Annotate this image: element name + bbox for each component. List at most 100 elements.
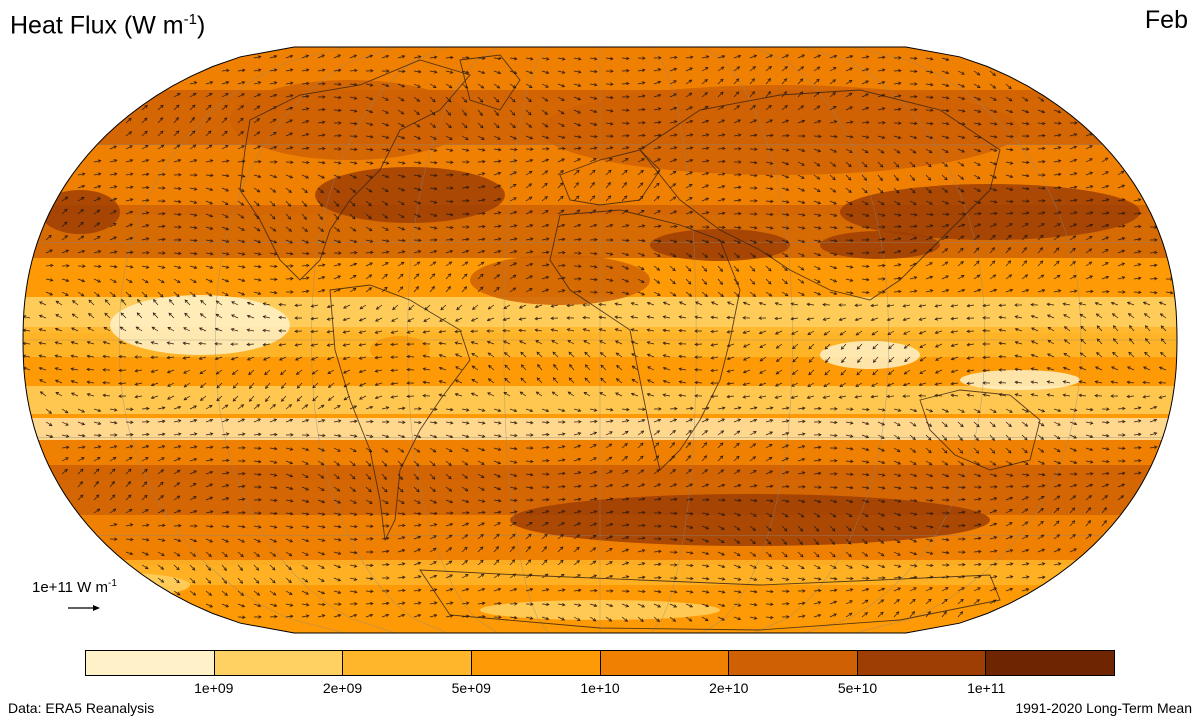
flux-arrowhead — [742, 395, 747, 399]
flux-arrow — [125, 457, 133, 462]
flux-arrowhead — [1026, 199, 1030, 203]
flux-arrowhead — [945, 149, 949, 153]
flux-arrow — [973, 524, 981, 527]
flux-arrowhead — [241, 93, 245, 97]
flux-arrow — [637, 265, 645, 270]
flux-arrow — [653, 225, 661, 228]
flux-arrow — [537, 364, 543, 371]
flux-arrowhead — [640, 279, 645, 283]
flux-arrow — [461, 238, 469, 241]
flux-arrow — [573, 432, 581, 436]
flux-arrowhead — [609, 252, 614, 256]
flux-arrow — [205, 159, 213, 163]
flux-arrowhead — [735, 78, 740, 82]
flux-arrow — [541, 96, 548, 102]
flux-arrowhead — [242, 471, 246, 476]
flux-arrow — [989, 200, 997, 203]
flux-arrowhead — [400, 214, 405, 218]
flux-arrow — [215, 328, 223, 332]
flux-arrow — [877, 213, 885, 217]
flux-arrowhead — [930, 511, 934, 516]
flux-arrowhead — [1040, 449, 1045, 453]
flux-arrow — [285, 419, 293, 423]
flux-arrowhead — [1062, 302, 1067, 306]
flux-arrowhead — [857, 359, 861, 363]
flux-arrow — [701, 160, 709, 163]
flux-arrow — [237, 252, 245, 255]
flux-arrowhead — [706, 225, 710, 229]
flux-arrow — [557, 96, 565, 101]
flux-arrowhead — [177, 538, 182, 543]
flux-arrowhead — [225, 265, 230, 269]
flux-arrowhead — [790, 317, 795, 321]
flux-arrow — [301, 447, 309, 451]
flux-arrowhead — [159, 117, 164, 121]
flux-arrowhead — [849, 499, 854, 504]
flux-arrowhead — [322, 433, 326, 438]
flux-arrow — [205, 200, 213, 205]
flux-arrow — [205, 239, 213, 242]
flux-arrow — [797, 252, 805, 257]
flux-arrowhead — [438, 380, 443, 384]
flux-arrow — [109, 457, 117, 462]
flux-arrowhead — [673, 497, 678, 502]
flux-arrowhead — [991, 450, 996, 454]
flux-arrowhead — [241, 145, 245, 149]
flux-arrowhead — [930, 498, 934, 503]
flux-arrowhead — [562, 146, 566, 151]
flux-arrow — [717, 173, 725, 176]
flux-arrow — [317, 54, 325, 59]
flux-arrow — [797, 407, 805, 410]
flux-arrowhead — [385, 434, 390, 439]
flux-arrow — [141, 224, 149, 228]
flux-arrow — [477, 122, 484, 129]
flux-arrowhead — [569, 364, 573, 368]
flux-arrow — [733, 199, 741, 202]
flux-arrowhead — [129, 223, 134, 227]
flux-arrow — [909, 237, 917, 241]
flux-arrowhead — [454, 379, 459, 383]
flux-arrowhead — [1112, 325, 1117, 329]
flux-arrowhead — [80, 468, 84, 473]
flux-arrowhead — [144, 468, 148, 473]
flux-arrow — [439, 380, 447, 384]
flux-arrow — [359, 369, 367, 373]
flux-arrowhead — [240, 105, 245, 109]
flux-arrow — [285, 525, 293, 528]
flux-arrowhead — [832, 514, 837, 518]
flux-arrow — [909, 276, 917, 280]
flux-arrow — [999, 393, 1007, 397]
flux-arrowhead — [466, 198, 470, 203]
flux-arrow — [189, 117, 195, 124]
flux-arrowhead — [258, 446, 262, 451]
flux-arrowhead — [850, 472, 854, 477]
flux-arrowhead — [817, 499, 822, 504]
flux-arrowhead — [466, 212, 470, 216]
flux-arrow — [493, 172, 501, 176]
flux-arrow — [957, 408, 965, 413]
flux-arrowhead — [537, 364, 541, 368]
flux-arrow — [1047, 303, 1055, 306]
flux-arrow — [573, 485, 581, 488]
flux-arrowhead — [646, 393, 651, 397]
flux-arrowhead — [385, 161, 390, 165]
flux-arrow — [391, 382, 399, 385]
flux-arrow — [189, 265, 197, 269]
flux-arrow — [813, 66, 820, 72]
flux-arrow — [199, 369, 207, 374]
flux-arrow — [909, 225, 917, 228]
flux-arrow — [477, 238, 485, 241]
flux-arrow — [61, 208, 68, 215]
flux-arrowhead — [1143, 366, 1147, 370]
flux-arrow — [253, 404, 260, 410]
flux-arrowhead — [335, 203, 340, 207]
flux-arrowhead — [801, 432, 806, 436]
flux-arrow — [989, 174, 997, 179]
flux-arrowhead — [178, 212, 182, 217]
flux-arrow — [1063, 394, 1071, 397]
flux-arrow — [317, 226, 324, 232]
flux-arrow — [1021, 247, 1027, 254]
flux-arrowhead — [289, 418, 294, 423]
flux-arrowhead — [337, 54, 342, 58]
flux-arrow — [189, 187, 197, 190]
